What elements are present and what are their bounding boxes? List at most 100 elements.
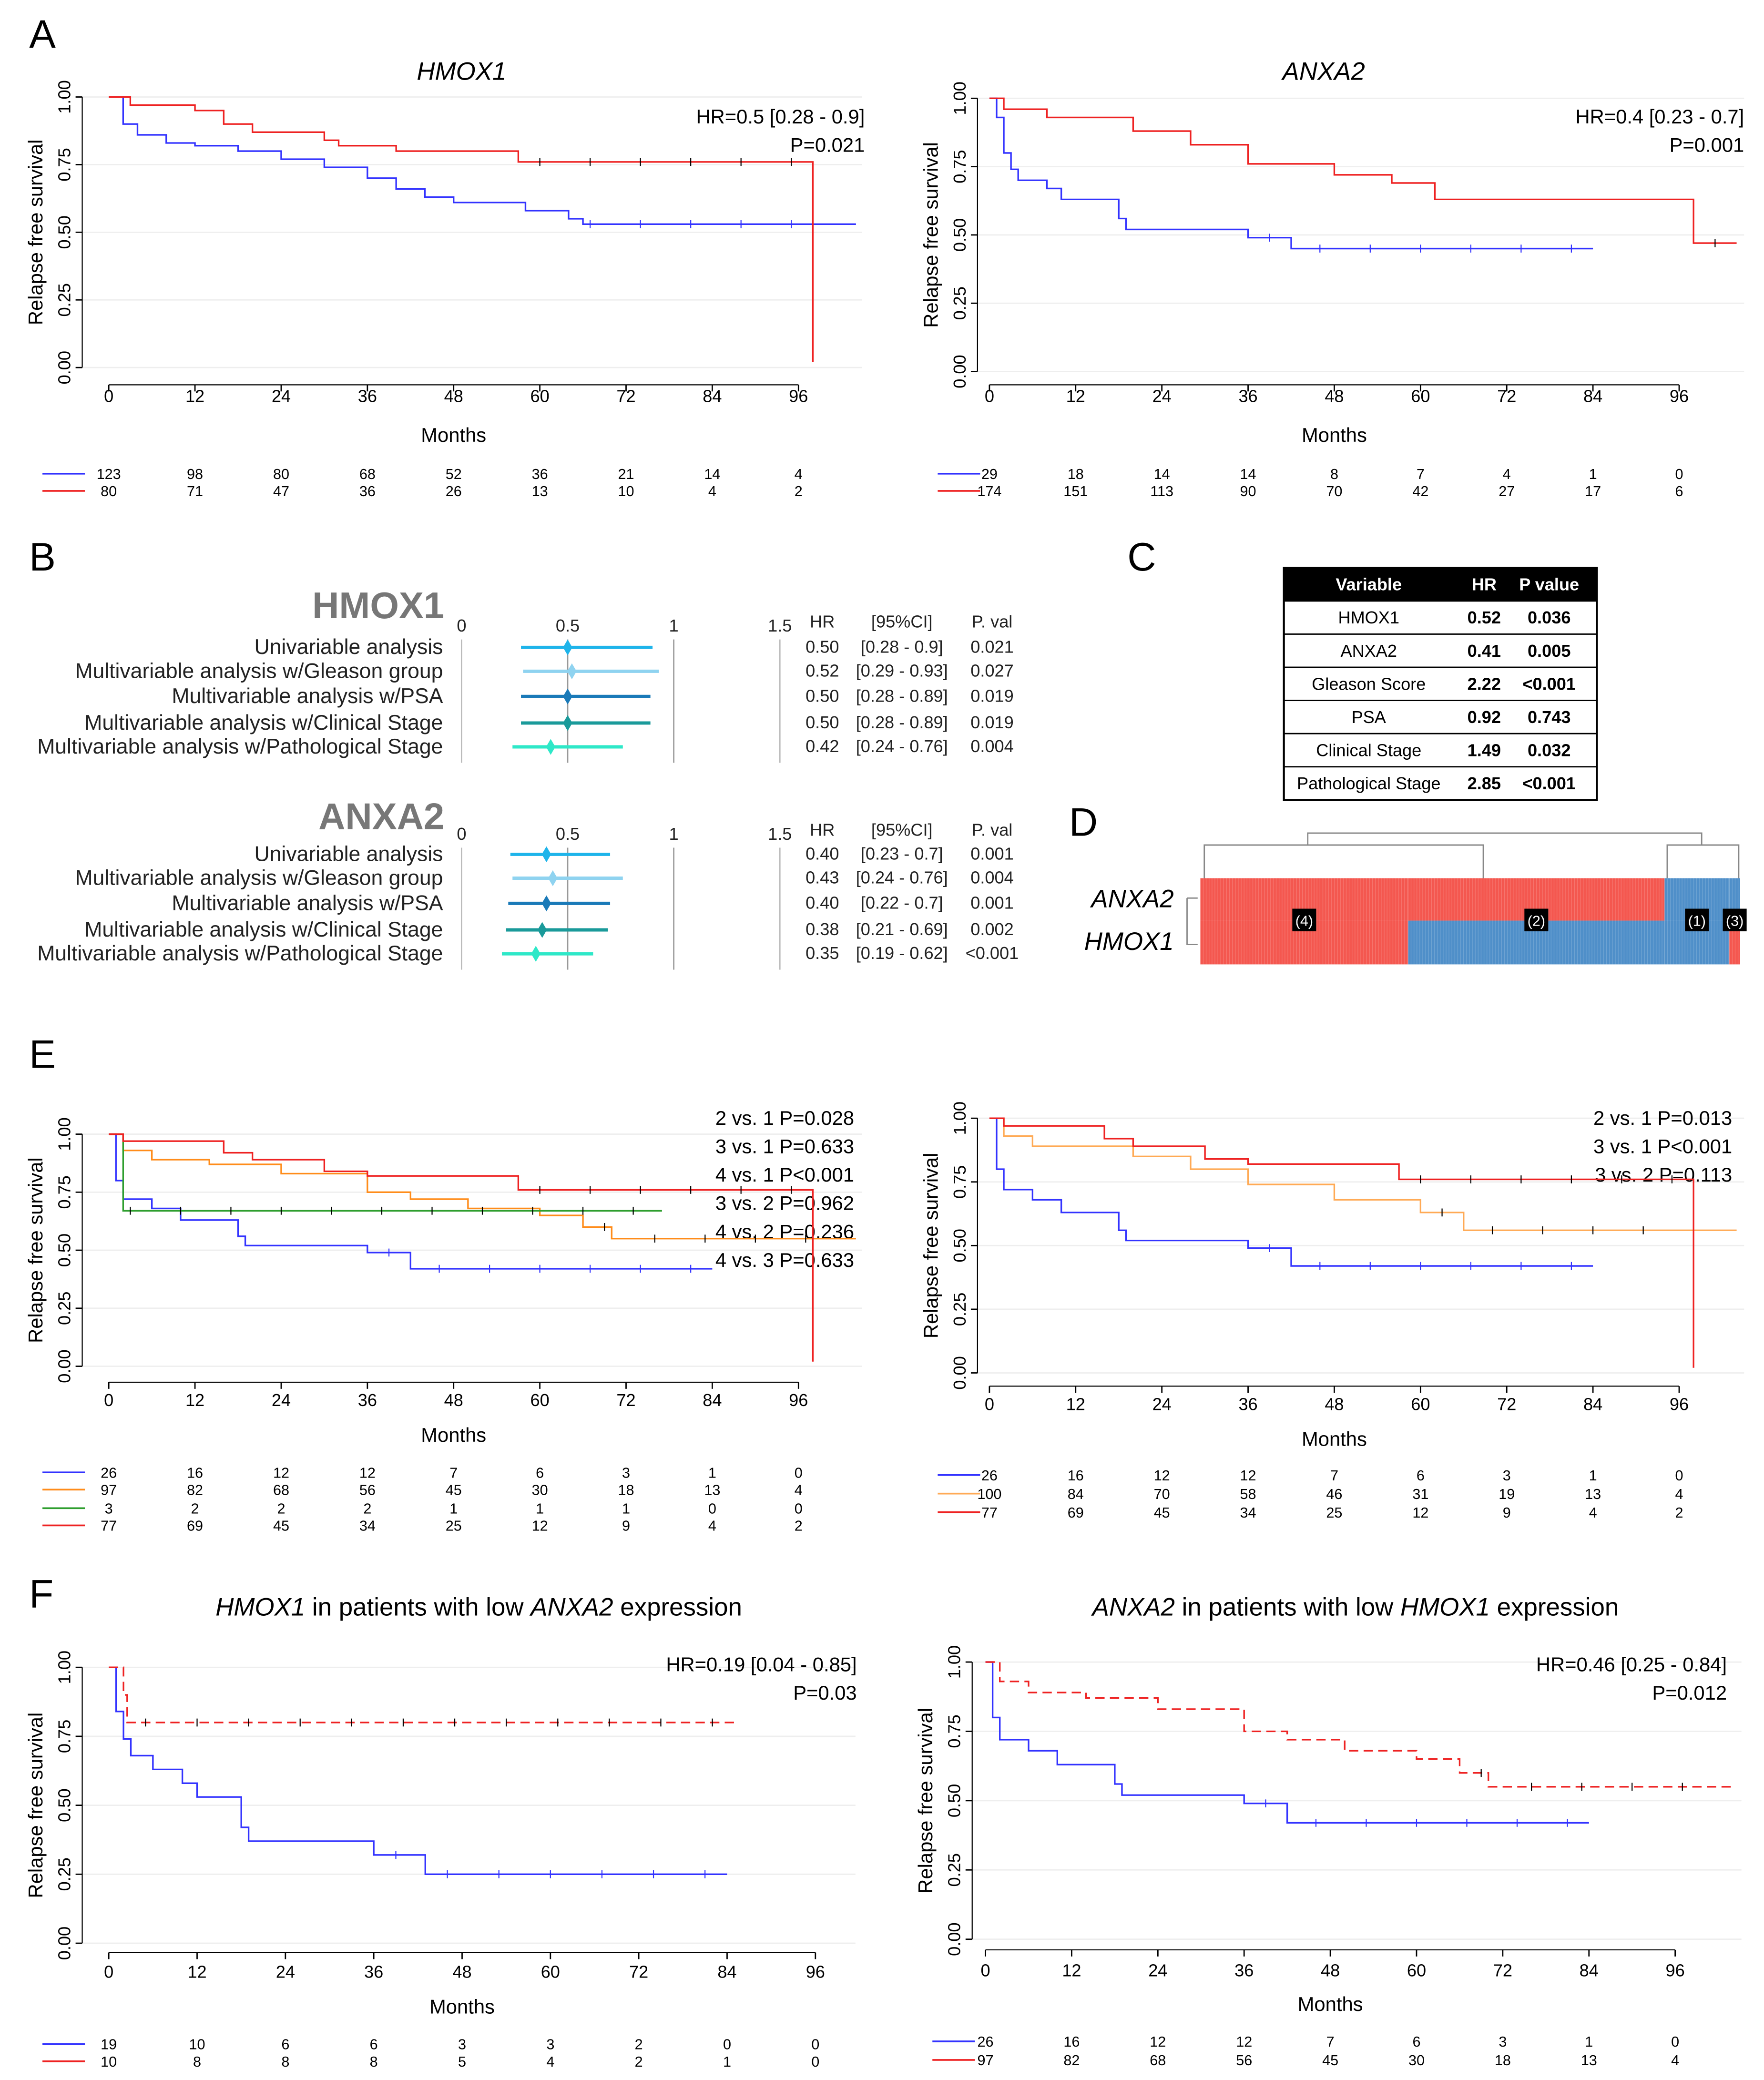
x-tick-label: 96 <box>806 1962 825 1981</box>
y-tick-label: 0.75 <box>950 1165 969 1199</box>
forest-p-value: 0.001 <box>970 893 1013 913</box>
risk-count: 3 <box>105 1500 113 1517</box>
forest-p-value: 0.002 <box>970 919 1013 939</box>
forest-hr-marker <box>541 846 551 863</box>
forest-row-label: Univariable analysis <box>255 842 443 866</box>
risk-count: 4 <box>708 1518 716 1534</box>
risk-count: 1 <box>708 1465 716 1481</box>
x-tick-label: 84 <box>1580 1961 1599 1980</box>
y-axis-label: Relapse free survival <box>914 1708 937 1894</box>
y-axis-label: Relapse free survival <box>24 1713 47 1898</box>
risk-count: 26 <box>101 1465 117 1481</box>
x-tick-label: 60 <box>1407 1961 1426 1980</box>
km-plot-f-right: 0 12 24 36 48 60 72 84 960.000.250.500.751.00Rel… <box>914 1593 1742 2069</box>
x-axis-label: Months <box>1302 1428 1367 1450</box>
risk-count: 45 <box>1154 1505 1170 1521</box>
y-tick-label: 0.00 <box>950 1356 969 1389</box>
panel-letter-e: E <box>29 1031 56 1076</box>
y-tick-label: 0.25 <box>945 1853 964 1886</box>
cox-table: Variable HR P value HMOX1 0.52 0.036 ANXA2 0.41… <box>1283 567 1598 801</box>
risk-count: 16 <box>187 1465 203 1481</box>
risk-count: 4 <box>795 466 803 482</box>
x-tick-label: 24 <box>272 387 291 406</box>
risk-count: 4 <box>1589 1505 1597 1521</box>
stat-annotation: 4 vs. 3 P=0.633 <box>715 1249 854 1271</box>
risk-count: 47 <box>273 483 289 500</box>
forest-p-value: 0.021 <box>970 637 1013 656</box>
x-tick-label: 36 <box>358 387 377 406</box>
risk-count: 6 <box>281 2037 289 2053</box>
forest-axis-tick: 0.5 <box>556 616 580 635</box>
km-curve-1 <box>109 1133 713 1270</box>
x-tick-label: 12 <box>185 387 204 406</box>
y-tick-label: 0.00 <box>945 1922 964 1956</box>
risk-count: 0 <box>708 1500 716 1517</box>
dendrogram-root <box>1307 832 1703 845</box>
forest-header: HR <box>810 612 835 632</box>
forest-hr-value: 0.52 <box>806 661 839 681</box>
heatmap-cell-hmox1 <box>1729 920 1740 965</box>
risk-count: 3 <box>1499 2034 1507 2050</box>
x-tick-label: 48 <box>1325 387 1344 406</box>
title-part: in patients with low <box>1175 1593 1400 1621</box>
risk-count: 19 <box>101 2037 117 2053</box>
y-tick-label: 0.75 <box>945 1714 964 1748</box>
km-plot-a-right: 0 12 24 36 48 60 72 84 960.000.250.500.751.00Rel… <box>919 57 1744 500</box>
x-tick-label: 36 <box>364 1962 383 1981</box>
risk-count: 26 <box>978 2034 994 2050</box>
km-curve-low <box>985 1661 1589 1824</box>
risk-count: 21 <box>618 466 634 482</box>
risk-count: 2 <box>795 483 803 500</box>
title-part: HMOX1 <box>215 1593 305 1621</box>
risk-count: 2 <box>277 1500 285 1517</box>
risk-count: 56 <box>359 1482 376 1498</box>
risk-count: 26 <box>981 1468 998 1484</box>
x-tick-label: 60 <box>530 1390 550 1410</box>
y-tick-label: 0.25 <box>950 1293 969 1326</box>
risk-count: 7 <box>1330 1468 1338 1484</box>
x-tick-label: 48 <box>1325 1394 1344 1414</box>
km-curve-high <box>989 97 1737 244</box>
x-tick-label: 60 <box>530 387 550 406</box>
title-part: expression <box>613 1593 742 1621</box>
stat-annotation: 3 vs. 1 P=0.633 <box>715 1135 854 1158</box>
x-tick-label: 60 <box>1411 387 1430 406</box>
y-tick-label: 0.75 <box>54 148 74 181</box>
forest-hr-value: 0.42 <box>806 736 839 756</box>
risk-count: 77 <box>101 1518 117 1534</box>
table-cell: ANXA2 <box>1340 641 1397 661</box>
risk-count: 2 <box>635 2054 643 2070</box>
risk-count: 4 <box>1671 2052 1679 2069</box>
risk-count: 77 <box>981 1505 998 1521</box>
stat-annotation: P=0.03 <box>793 1682 857 1704</box>
km-curve-low <box>989 97 1593 250</box>
risk-count: 2 <box>635 2037 643 2053</box>
cluster-label: (2) <box>1528 913 1545 929</box>
forest-p-value: 0.004 <box>970 736 1013 756</box>
x-tick-label: 24 <box>1152 1394 1172 1414</box>
risk-count: 7 <box>1326 2034 1335 2050</box>
cluster-label-bg <box>1685 908 1709 931</box>
table-row <box>1283 700 1598 734</box>
table-cell: 0.032 <box>1528 741 1570 760</box>
y-tick-label: 0.75 <box>54 1175 74 1209</box>
x-tick-label: 0 <box>980 1961 990 1980</box>
x-axis-label: Months <box>429 1996 495 2018</box>
risk-count: 12 <box>273 1465 289 1481</box>
plot-title: HMOX1 in patients with low ANXA2 express… <box>215 1593 742 1621</box>
risk-count: 29 <box>981 466 998 482</box>
risk-count: 34 <box>1240 1505 1256 1521</box>
forest-hr-marker <box>546 739 556 755</box>
risk-count: 13 <box>1585 1486 1601 1502</box>
risk-count: 18 <box>618 1482 634 1498</box>
title-part: HMOX1 <box>1400 1593 1490 1621</box>
km-curve-1 <box>989 1117 1593 1267</box>
x-tick-label: 12 <box>1062 1961 1081 1980</box>
risk-count: 0 <box>1675 1468 1683 1484</box>
km-curve-high <box>985 1661 1733 1788</box>
y-tick-label: 0.25 <box>950 286 969 320</box>
forest-hr-value: 0.50 <box>806 686 839 705</box>
x-tick-label: 24 <box>276 1962 295 1981</box>
x-axis-label: Months <box>421 424 486 446</box>
risk-count: 12 <box>532 1518 548 1534</box>
